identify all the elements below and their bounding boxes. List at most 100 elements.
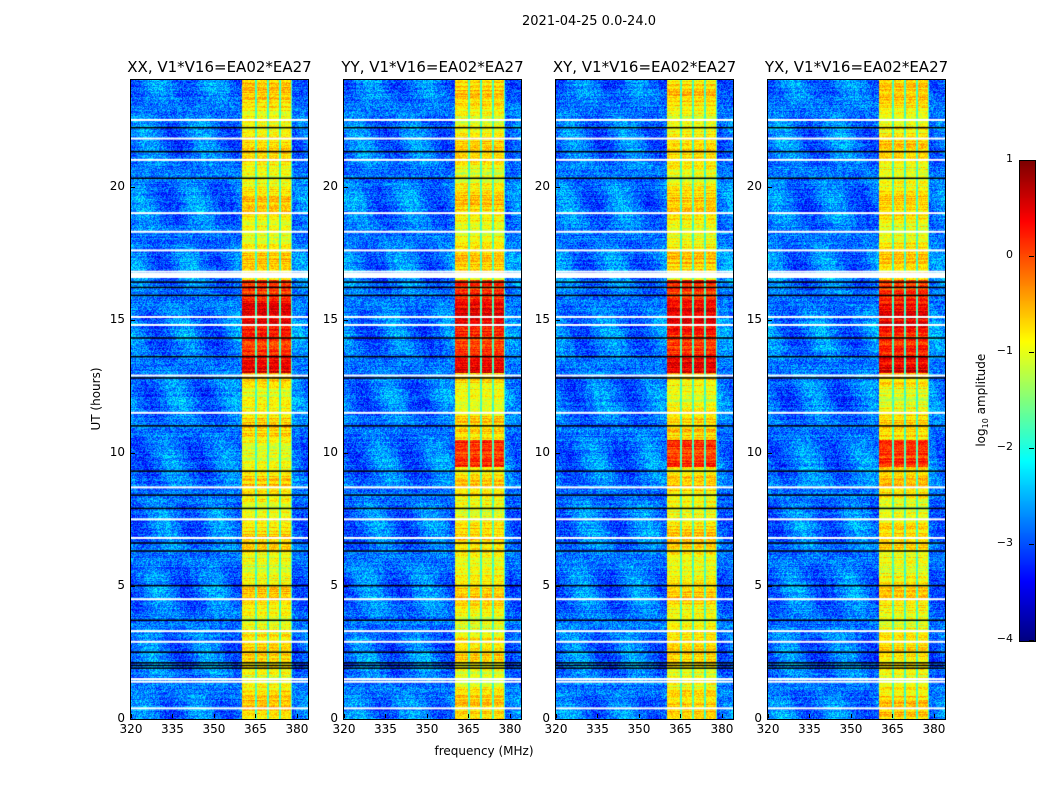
y-tick-label: 20 xyxy=(109,178,125,193)
y-tick-label: 15 xyxy=(746,311,762,326)
x-tick-mark xyxy=(255,714,257,718)
y-tick-mark xyxy=(768,719,772,720)
y-tick-label: 0 xyxy=(330,711,338,725)
colorbar-tick-mark xyxy=(1029,352,1034,353)
x-tick-mark xyxy=(468,714,470,718)
colorbar-label: log10 amplitude xyxy=(974,340,990,460)
y-tick-mark xyxy=(556,452,560,454)
y-tick-mark xyxy=(131,719,135,720)
colorbar-tick-label: −4 xyxy=(996,632,1013,645)
colorbar-label-main: log xyxy=(973,428,988,447)
x-tick-mark xyxy=(385,714,387,718)
x-tick-mark xyxy=(892,714,894,718)
x-tick-label: 320 xyxy=(119,722,143,736)
x-tick-label: 365 xyxy=(881,722,904,736)
x-axis-label: frequency (MHz) xyxy=(434,744,534,758)
heatmap-image xyxy=(768,80,945,719)
x-tick-mark xyxy=(680,714,682,718)
x-tick-mark xyxy=(296,714,298,718)
x-tick-label: 380 xyxy=(498,722,522,736)
x-tick-label: 365 xyxy=(244,722,267,736)
y-tick-mark xyxy=(768,319,772,321)
x-tick-label: 335 xyxy=(798,722,821,736)
y-tick-mark xyxy=(768,452,772,454)
x-tick-label: 350 xyxy=(415,722,439,736)
heatmap-panel-3: XY, V1*V16=EA02*EA27 320 335 350 365 380 0 5 10 1… xyxy=(535,58,736,736)
y-tick-label: 20 xyxy=(322,178,338,193)
x-tick-label: 350 xyxy=(202,722,226,736)
figure-title: 2021-04-25 0.0-24.0 xyxy=(522,14,656,29)
x-tick-label: 335 xyxy=(161,722,184,736)
x-tick-label: 320 xyxy=(332,722,356,736)
y-tick-label: 5 xyxy=(330,577,338,592)
y-tick-mark xyxy=(556,719,560,720)
x-tick-label: 320 xyxy=(544,722,568,736)
colorbar-tick-mark xyxy=(1029,256,1034,257)
y-tick-label: 20 xyxy=(746,178,762,193)
x-tick-mark xyxy=(344,714,345,718)
x-tick-label: 350 xyxy=(839,722,863,736)
y-tick-mark xyxy=(344,186,348,188)
x-tick-label: 320 xyxy=(756,722,780,736)
heatmap-panel-1: XX, V1*V16=EA02*EA27 320 335 350 365 380 0 5 10 1… xyxy=(110,58,312,736)
y-tick-label: 10 xyxy=(746,444,762,459)
colorbar-label-rest: amplitude xyxy=(973,353,988,419)
x-tick-label: 335 xyxy=(374,722,397,736)
y-tick-mark xyxy=(131,186,135,188)
x-tick-mark xyxy=(638,714,640,718)
colorbar-tick-label: −3 xyxy=(996,536,1013,549)
x-tick-label: 350 xyxy=(627,722,651,736)
y-tick-label: 10 xyxy=(322,444,338,459)
y-tick-mark xyxy=(768,186,772,188)
y-tick-mark xyxy=(131,585,135,587)
y-tick-label: 5 xyxy=(117,577,125,592)
x-tick-label: 380 xyxy=(922,722,946,736)
y-tick-mark xyxy=(556,186,560,188)
panel-title: YX, V1*V16=EA02*EA27 xyxy=(764,58,949,76)
y-tick-mark xyxy=(131,452,135,454)
colorbar xyxy=(1019,160,1036,642)
y-tick-label: 15 xyxy=(109,311,125,326)
colorbar-tick-mark xyxy=(1029,160,1034,161)
heatmap-image xyxy=(556,80,733,719)
x-tick-mark xyxy=(809,714,811,718)
x-tick-mark xyxy=(172,714,174,718)
y-tick-mark xyxy=(768,585,772,587)
x-tick-label: 365 xyxy=(457,722,480,736)
colorbar-tick-label: 0 xyxy=(1006,248,1013,261)
panel-title: XX, V1*V16=EA02*EA27 xyxy=(127,58,312,76)
y-tick-label: 20 xyxy=(534,178,550,193)
y-tick-label: 5 xyxy=(754,577,762,592)
x-tick-mark xyxy=(213,714,215,718)
colorbar-tick-mark xyxy=(1029,544,1034,545)
colorbar-tick-label: 1 xyxy=(1006,152,1013,165)
y-tick-mark xyxy=(131,319,135,321)
heatmap-panel-2: YY, V1*V16=EA02*EA27 320 335 350 365 380 0 5 10 1… xyxy=(323,58,524,736)
y-tick-label: 5 xyxy=(542,577,550,592)
y-tick-mark xyxy=(344,585,348,587)
y-tick-label: 0 xyxy=(542,711,550,725)
x-tick-mark xyxy=(768,714,769,718)
y-tick-label: 0 xyxy=(117,711,125,725)
y-tick-mark xyxy=(344,319,348,321)
x-tick-label: 365 xyxy=(669,722,692,736)
y-tick-mark xyxy=(344,452,348,454)
y-tick-mark xyxy=(556,585,560,587)
y-tick-label: 10 xyxy=(534,444,550,459)
heatmap-image xyxy=(131,80,308,719)
x-tick-mark xyxy=(721,714,723,718)
x-tick-mark xyxy=(556,714,557,718)
y-tick-mark xyxy=(556,319,560,321)
heatmap-panel-4: YX, V1*V16=EA02*EA27 320 335 350 365 380 0 5 10 1… xyxy=(747,58,948,736)
y-tick-label: 15 xyxy=(534,311,550,326)
y-tick-label: 0 xyxy=(754,711,762,725)
x-tick-mark xyxy=(597,714,599,718)
x-tick-mark xyxy=(509,714,511,718)
panel-title: XY, V1*V16=EA02*EA27 xyxy=(552,58,737,76)
colorbar-tick-mark xyxy=(1029,640,1034,641)
x-tick-mark xyxy=(933,714,935,718)
y-tick-label: 15 xyxy=(322,311,338,326)
y-tick-label: 10 xyxy=(109,444,125,459)
colorbar-tick-label: −2 xyxy=(996,440,1013,453)
